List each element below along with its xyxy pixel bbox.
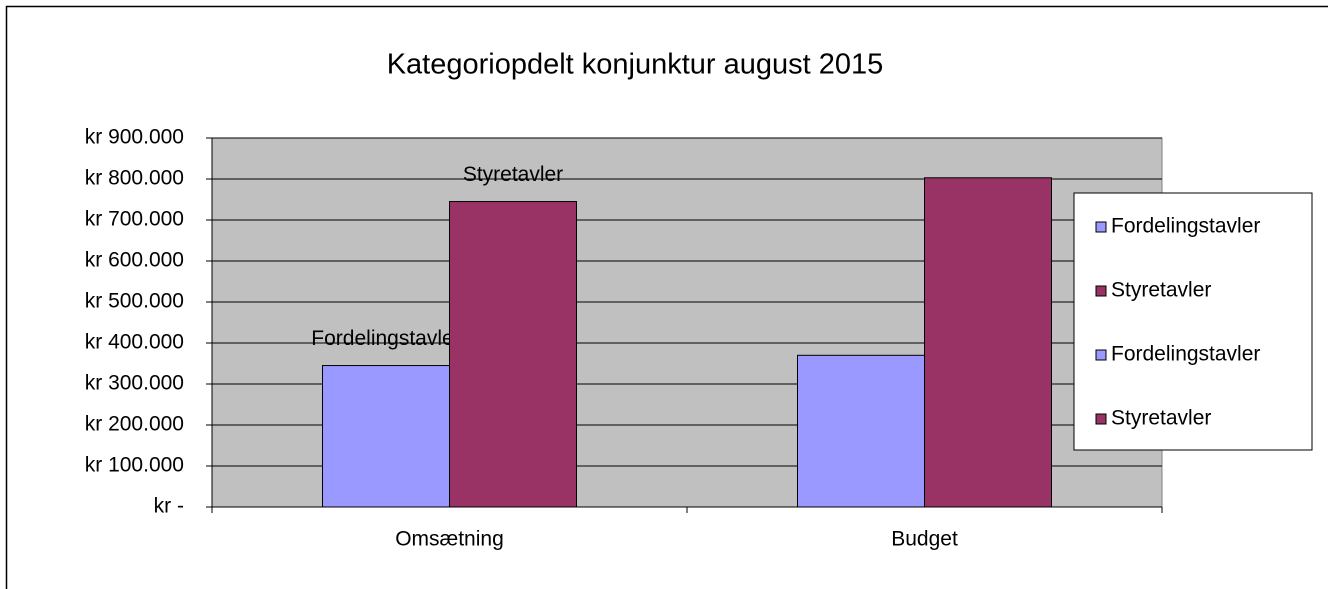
bar [449, 201, 577, 508]
legend-swatch [1095, 221, 1107, 233]
legend-swatch [1095, 413, 1107, 425]
x-tick-label: Budget [891, 528, 958, 551]
legend-swatch [1095, 349, 1107, 361]
y-tick-label: kr - [154, 495, 184, 518]
y-tick-label: kr 300.000 [85, 372, 184, 395]
y-tick-label: kr 400.000 [85, 331, 184, 354]
legend-label: Fordelingstavler [1111, 343, 1260, 366]
y-tick-label: kr 100.000 [85, 454, 184, 477]
x-tick-label: Omsætning [395, 528, 504, 551]
legend-label: Fordelingstavler [1111, 215, 1260, 238]
y-tick-label: kr 600.000 [85, 249, 184, 272]
y-tick-label: kr 200.000 [85, 413, 184, 436]
y-tick-label: kr 700.000 [85, 208, 184, 231]
y-tick-label: kr 800.000 [85, 167, 184, 190]
legend-label: Styretavler [1111, 279, 1211, 302]
data-label: Fordelingstavler [311, 327, 460, 350]
y-tick-label: kr 900.000 [85, 126, 184, 149]
data-label: Styretavler [463, 163, 563, 186]
legend-label: Styretavler [1111, 407, 1211, 430]
bar [797, 354, 925, 508]
legend-swatch [1095, 285, 1107, 297]
bar [924, 177, 1052, 508]
chart-title: Kategoriopdelt konjunktur august 2015 [387, 49, 884, 81]
bar [322, 365, 450, 508]
y-tick-label: kr 500.000 [85, 290, 184, 313]
legend-box [1073, 192, 1313, 451]
